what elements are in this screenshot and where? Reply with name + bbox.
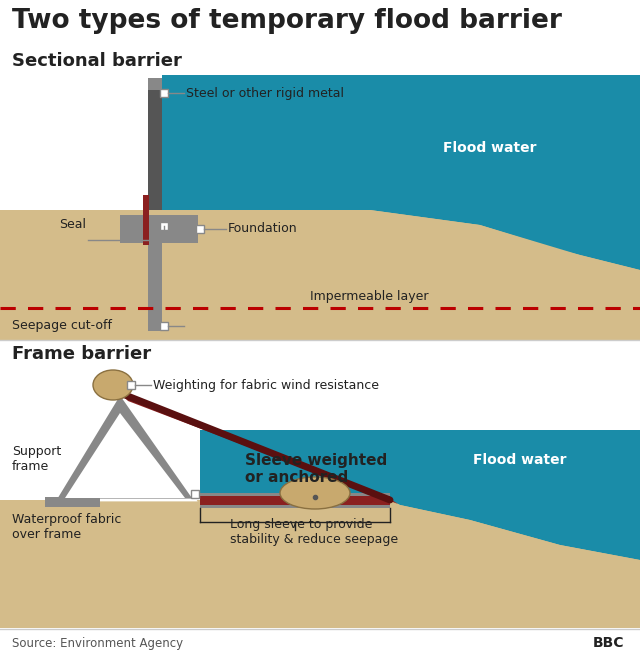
Bar [0,500,640,628]
Polygon shape [65,413,185,498]
Bar [143,195,149,245]
Text: Long sleeve to provide
stability & reduce seepage: Long sleeve to provide stability & reduc… [230,518,398,546]
Text: Seepage cut-off: Seepage cut-off [12,319,112,333]
Text: Source: Environment Agency: Source: Environment Agency [12,636,183,649]
Bar [160,89,168,97]
Bar [160,322,168,330]
Bar [148,243,162,331]
Text: Sectional barrier: Sectional barrier [12,52,182,70]
Bar [0,210,640,340]
Polygon shape [116,389,398,504]
Text: Flood water: Flood water [444,141,537,155]
Text: Foundation: Foundation [228,222,298,236]
Text: Sleeve weighted
or anchored: Sleeve weighted or anchored [245,453,387,485]
Text: Two types of temporary flood barrier: Two types of temporary flood barrier [12,8,562,34]
Bar [0,75,640,210]
Text: Steel or other rigid metal: Steel or other rigid metal [186,87,344,100]
Bar [200,495,390,505]
Bar [148,78,162,90]
Bar [200,493,390,496]
Bar [127,381,135,389]
Bar [45,497,100,507]
Bar [196,225,204,233]
Text: Weighting for fabric wind resistance: Weighting for fabric wind resistance [153,379,379,392]
Bar [160,222,168,230]
Polygon shape [0,500,640,628]
Bar [0,340,640,500]
Ellipse shape [93,370,133,400]
Polygon shape [200,430,640,560]
Text: Flood water: Flood water [473,453,567,467]
Text: BBC: BBC [593,636,624,650]
Text: Support
frame: Support frame [12,445,61,473]
Text: Seal: Seal [59,218,86,232]
Bar [120,215,198,243]
Bar [148,78,162,210]
Ellipse shape [280,477,350,509]
Polygon shape [55,393,195,500]
Bar [200,505,390,508]
Text: Frame barrier: Frame barrier [12,345,151,363]
Text: Impermeable layer: Impermeable layer [310,290,429,303]
Polygon shape [162,75,640,270]
Bar [191,490,199,498]
Polygon shape [0,210,640,340]
Text: Waterproof fabric
over frame: Waterproof fabric over frame [12,513,122,541]
